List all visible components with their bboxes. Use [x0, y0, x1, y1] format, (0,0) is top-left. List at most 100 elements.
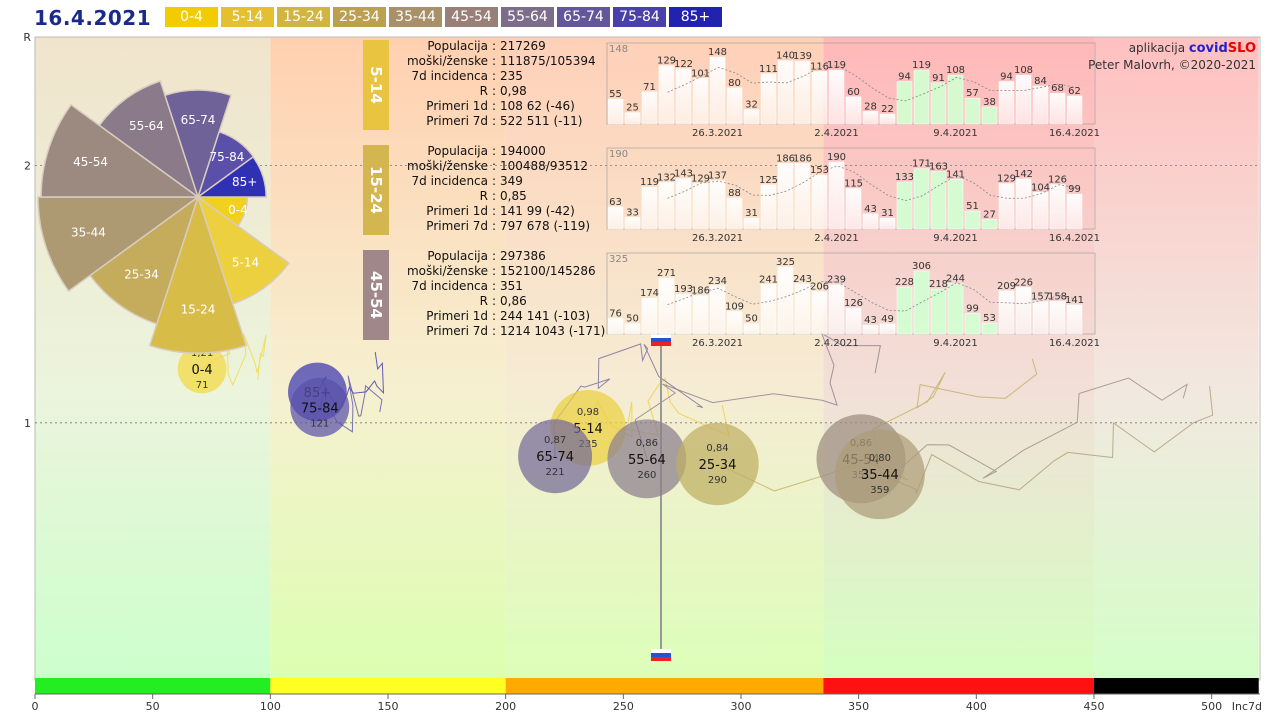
mini-bar-label: 186	[691, 286, 710, 297]
mini-date-label: 2.4.2021	[814, 338, 859, 349]
mini-bar-label: 101	[691, 68, 710, 79]
mini-bar	[607, 206, 624, 230]
mini-bar-label: 190	[827, 152, 846, 163]
mini-bar	[1049, 184, 1066, 230]
bubble-55-64	[607, 419, 687, 499]
pie-slice-label: 55-64	[129, 119, 164, 133]
mini-bar-label: 234	[708, 276, 727, 287]
mini-bar	[658, 182, 675, 230]
trajectory-line	[634, 332, 881, 459]
mini-bar	[1066, 193, 1083, 230]
mini-bar-label: 25	[626, 103, 639, 114]
mini-bar	[607, 98, 624, 125]
y-tick-label: 2	[24, 160, 31, 173]
mini-bar-label: 171	[912, 159, 931, 170]
mini-bar-label: 43	[864, 315, 877, 326]
pie-slice-45-54	[40, 103, 201, 198]
mini-bar	[760, 73, 777, 125]
zone-band	[823, 678, 1094, 694]
pie-chart: 0-4 5-14 15-24 25-34 35-44 45-54 55-64 65-74 75-…	[37, 80, 290, 354]
mini-bar-label: 62	[1068, 86, 1081, 97]
mini-bar	[947, 283, 964, 335]
pie-slice-65-74	[164, 89, 232, 200]
bubble-group-label: 25-34	[699, 458, 737, 473]
mini-bar	[947, 74, 964, 125]
mini-bar	[794, 60, 811, 125]
mini-bar-label: 209	[997, 281, 1016, 292]
mini-bar	[658, 65, 675, 125]
mini-bar-label: 99	[1068, 184, 1081, 195]
mini-bar	[862, 324, 879, 335]
bubble-inc-label: 260	[637, 470, 656, 481]
bubble-0-4	[177, 344, 227, 394]
pie-slice-25-34	[88, 195, 200, 325]
panel-age-label: 45-54	[363, 250, 389, 340]
mini-date-label: 9.4.2021	[933, 338, 978, 349]
mini-bar-label: 137	[708, 171, 727, 182]
mini-bar-label: 148	[708, 47, 727, 58]
bubble-r-label: 0,84	[706, 443, 728, 454]
pie-slice-label: 35-44	[71, 226, 106, 240]
mini-bar	[1032, 85, 1049, 125]
report-date: 16.4.2021	[34, 6, 152, 30]
legend-item: 55-64	[501, 7, 554, 27]
stat-row: 7d incidenca:349	[411, 174, 523, 188]
mini-bar	[879, 217, 896, 230]
x-tick-label: 350	[848, 700, 869, 713]
zone-background	[1094, 37, 1259, 680]
incidence-color-bar	[35, 678, 1259, 694]
mini-bar	[896, 81, 913, 125]
pie-slice-label: 5-14	[232, 255, 259, 269]
legend-item: 15-24	[277, 7, 330, 27]
legend-item: 0-4	[165, 7, 218, 27]
mini-bar	[811, 291, 828, 335]
mini-bar-label: 60	[847, 87, 860, 98]
mini-bar	[794, 283, 811, 335]
bubble-inc-label: 221	[546, 467, 565, 478]
mini-bar-label: 153	[810, 165, 829, 176]
mini-date-label: 26.3.2021	[692, 338, 743, 349]
mini-bar	[794, 163, 811, 230]
stat-row: Primeri 1d:141 99 (-42)	[426, 204, 575, 218]
legend-item: 25-34	[333, 7, 386, 27]
bubble-75-84	[290, 377, 350, 437]
mini-bar	[1032, 301, 1049, 335]
mini-bar	[641, 297, 658, 335]
mini-bar-label: 126	[844, 298, 863, 309]
mini-bar-label: 193	[674, 284, 693, 295]
x-tick-label: 300	[731, 700, 752, 713]
mini-bar	[709, 285, 726, 335]
mini-bar-label: 129	[657, 56, 676, 67]
mini-bar	[777, 60, 794, 125]
slovenia-flag-icon	[650, 649, 671, 661]
panel-stats: Populacija:194000 moški/ženske:100488/935…	[392, 144, 590, 234]
mini-bar	[1032, 192, 1049, 230]
mini-bar	[777, 266, 794, 335]
mini-bar	[828, 161, 845, 230]
panel-age-label: 5-14	[363, 40, 389, 130]
mini-bar	[998, 290, 1015, 335]
zone-background	[270, 37, 506, 680]
bubble-inc-label: 290	[708, 475, 727, 486]
mini-bar	[658, 277, 675, 335]
mini-bar	[692, 78, 709, 125]
bubble-r-label: 0,98	[577, 407, 599, 418]
mini-bar-label: 108	[946, 65, 965, 76]
mini-chart-max-label: 190	[609, 149, 628, 160]
mini-chart-max-label: 325	[609, 254, 628, 265]
mini-bar-label: 27	[983, 209, 996, 220]
mini-bar	[998, 81, 1015, 125]
mini-bar-label: 111	[759, 64, 778, 75]
stat-row: Primeri 7d:797 678 (-119)	[426, 219, 591, 233]
app-credit: aplikacija covidSLO Peter Malovrh, ©2020…	[1088, 40, 1256, 74]
mini-bar-label: 57	[966, 88, 979, 99]
pie-slice-label: 65-74	[181, 113, 216, 127]
mini-bar-charts: 1485525711291221011488032111140139116119…	[606, 42, 1100, 349]
mini-bar	[981, 219, 998, 230]
mini-bar-label: 129	[691, 174, 710, 185]
zone-background	[823, 37, 1094, 680]
mini-bar	[709, 56, 726, 125]
mini-bar-label: 28	[864, 101, 877, 112]
stat-row: Primeri 1d:244 141 (-103)	[426, 309, 591, 323]
pie-slice-label: 45-54	[73, 155, 108, 169]
